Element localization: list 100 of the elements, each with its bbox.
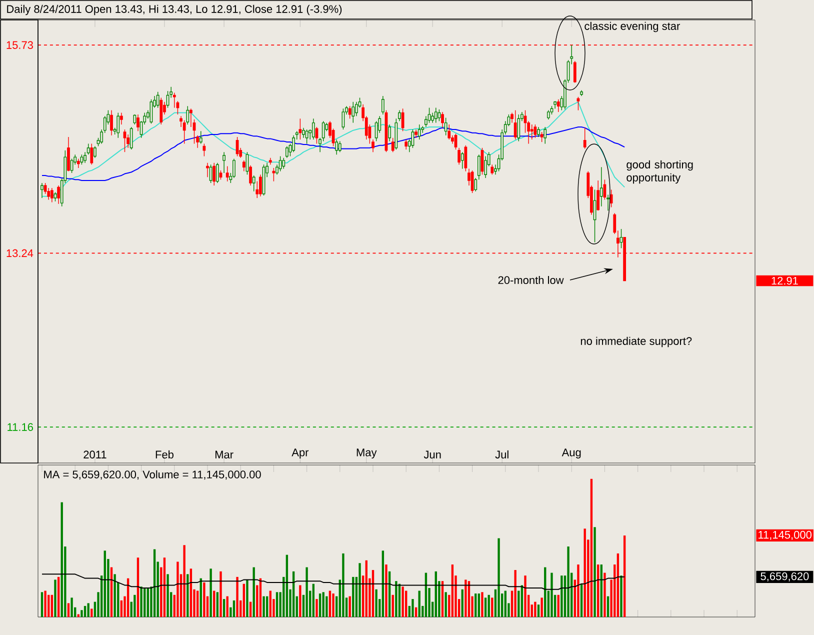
candlestick [84,152,86,164]
bar [312,584,315,617]
candlestick [190,108,192,128]
candlestick [530,124,534,140]
bar [328,590,332,617]
annotation: no immediate support? [580,336,692,348]
bar [242,584,246,617]
candlestick [199,130,202,144]
candlestick [573,60,576,84]
chart-title: Daily 8/24/2011 Open 13.43, Hi 13.43, Lo 12.91, Close 12.91 (-3.9%) [7,4,342,16]
candlestick [596,180,600,211]
y-tick-label: 11.16 [8,423,33,431]
candlestick [338,140,342,152]
bar [87,603,90,617]
bar [358,563,361,617]
bar [190,568,192,617]
bar [616,553,620,617]
bar [451,564,454,617]
bar [57,576,60,617]
bar [382,550,384,617]
bar [216,592,219,617]
bar [478,594,480,617]
x-tick-label: May [356,448,377,458]
candlestick [431,112,434,124]
bar [40,592,44,617]
candlestick [242,160,246,172]
bar [186,574,189,617]
bar [604,572,606,617]
bar [136,558,140,617]
candlestick [388,124,391,142]
bar [395,581,398,617]
bar [226,596,228,617]
bar [210,568,212,617]
bar [222,599,226,617]
bar [348,596,351,617]
bar [444,592,447,617]
bar [196,590,199,617]
bar [90,608,93,617]
bar [504,590,506,617]
candlestick [322,120,325,142]
bar [567,546,570,617]
candlestick [252,175,256,192]
bar [50,594,54,617]
bar [606,596,610,617]
bar [44,590,46,617]
bar [70,598,73,617]
candlestick [514,110,517,140]
bar [464,580,467,617]
bar [584,528,586,617]
bar [286,554,288,617]
bar [560,576,563,617]
bar [120,600,123,617]
candlestick [172,92,176,108]
bar [481,592,484,617]
bar [550,572,553,617]
bar [620,576,622,617]
candlestick [434,107,438,124]
x-tick-label: Mar [215,450,234,458]
candlestick [537,126,540,138]
candlestick [256,180,259,198]
bar [213,590,216,617]
bar [84,606,86,617]
bar [385,564,388,617]
candlestick [219,170,222,180]
bar [484,598,487,617]
candlestick [474,178,478,192]
bar [594,527,596,617]
bar [67,603,70,617]
candlestick [448,124,451,140]
candlestick [186,106,190,125]
candlestick [517,114,520,142]
bar [392,594,394,617]
bar [596,564,600,617]
bar [402,586,404,617]
candlestick [312,118,315,140]
bar [114,574,116,617]
candlestick [534,124,537,138]
candlestick [216,162,219,184]
text: good shorting opportunity [626,160,693,184]
candlestick [348,106,352,119]
bar [474,594,477,617]
candlestick [544,126,547,144]
bar [600,564,602,617]
candlestick [460,152,464,170]
candlestick [202,143,206,157]
candlestick [444,117,448,136]
bar [232,600,236,617]
y-tick-label: 15.73 [6,41,33,49]
bar [134,594,136,617]
bar [249,602,252,617]
candlestick [286,146,288,158]
candlestick [335,139,338,155]
bar [276,592,278,617]
annotation: 20-month low [498,276,564,284]
text: 5,659,620 [760,572,809,582]
bar [163,558,166,617]
bar [77,614,80,617]
candlestick [606,194,610,211]
candlestick [156,92,160,108]
bar [60,502,63,617]
